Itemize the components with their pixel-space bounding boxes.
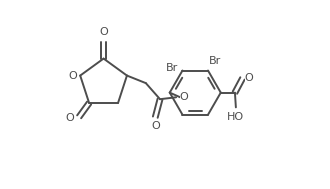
Text: Br: Br: [209, 56, 221, 66]
Text: O: O: [151, 121, 160, 131]
Text: Br: Br: [166, 63, 178, 73]
Text: O: O: [99, 27, 108, 37]
Text: O: O: [180, 92, 189, 102]
Text: O: O: [66, 113, 74, 123]
Text: O: O: [68, 70, 77, 81]
Text: O: O: [245, 74, 253, 83]
Text: HO: HO: [227, 112, 245, 122]
